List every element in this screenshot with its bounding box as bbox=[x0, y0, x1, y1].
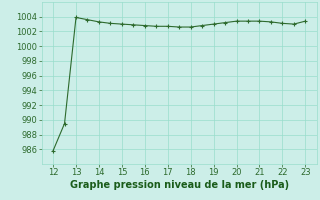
X-axis label: Graphe pression niveau de la mer (hPa): Graphe pression niveau de la mer (hPa) bbox=[70, 180, 289, 190]
